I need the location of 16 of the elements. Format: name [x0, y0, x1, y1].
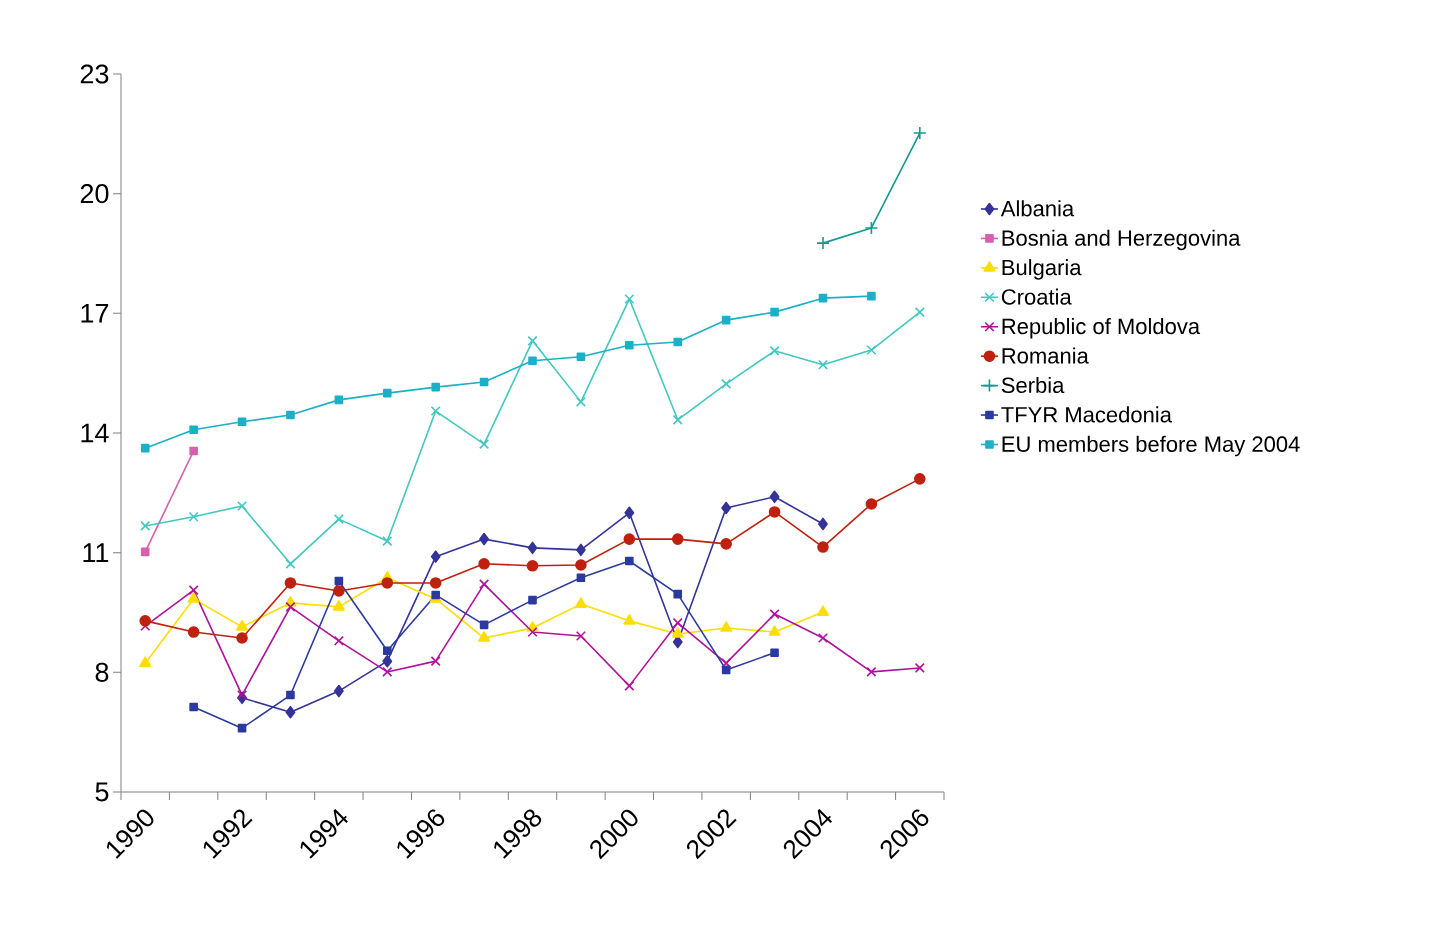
legend-label: Republic of Moldova [1002, 318, 1201, 339]
y-tick-label: 23 [80, 64, 109, 84]
legend-label: EU members before May 2004 [1002, 435, 1300, 457]
legend-label: Romania [1002, 347, 1089, 364]
y-tick-label: 17 [81, 304, 109, 323]
y-tick-label: 5 [95, 782, 109, 802]
legend-label: Bulgaria [1002, 259, 1082, 280]
legend-label: Bosnia and Herzegovina [1002, 229, 1241, 251]
legend-label: Albania [1000, 200, 1075, 217]
y-tick-label: 11 [83, 543, 109, 562]
y-tick-label: 8 [95, 662, 109, 682]
legend-label: Serbia [1001, 376, 1065, 394]
y-tick-label: 14 [81, 423, 109, 443]
legend-label: TFYR Macedonia [1001, 406, 1172, 423]
legend-label: Croatia [1001, 288, 1072, 305]
y-tick-label: 20 [80, 184, 109, 204]
